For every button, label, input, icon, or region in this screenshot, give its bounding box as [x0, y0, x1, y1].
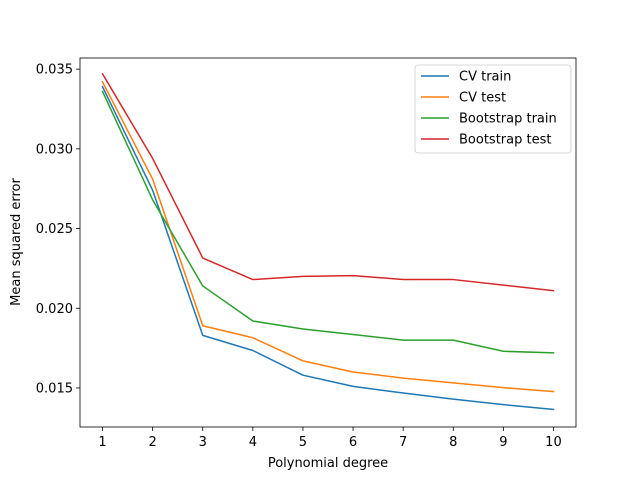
y-tick-label: 0.020	[36, 302, 73, 317]
x-axis-ticks: 1 2 3 4 5 6 7 8 9 10	[98, 427, 562, 450]
series-line-4	[101, 72, 555, 292]
x-tick-label: 2	[149, 435, 157, 450]
series-line-2	[101, 80, 555, 393]
legend-label: Bootstrap train	[459, 112, 557, 127]
series-line-3	[101, 90, 555, 354]
x-tick-label: 8	[449, 435, 457, 450]
x-tick-label: 1	[98, 435, 106, 450]
x-tick-label: 4	[249, 435, 257, 450]
x-tick-label: 5	[299, 435, 307, 450]
y-axis-label: Mean squared error	[9, 178, 24, 306]
y-tick-label: 0.015	[36, 381, 73, 396]
x-axis-label: Polynomial degree	[268, 456, 388, 471]
plot-area	[79, 57, 577, 428]
legend-box	[414, 64, 572, 154]
legend-label: CV train	[459, 70, 511, 85]
legend-label: Bootstrap test	[459, 133, 551, 148]
legend-label: CV test	[459, 91, 506, 106]
series-line-1	[101, 85, 555, 411]
x-tick-label: 3	[199, 435, 207, 450]
y-axis-ticks: 0.015 0.020 0.025 0.030 0.035	[36, 63, 80, 396]
y-tick-label: 0.035	[36, 63, 73, 78]
y-tick-label: 0.030	[36, 142, 73, 157]
axes-frame	[79, 57, 577, 428]
x-tick-label: 7	[399, 435, 407, 450]
x-tick-label: 6	[349, 435, 357, 450]
x-tick-label: 9	[499, 435, 507, 450]
legend: CV train CV test Bootstrap train Bootstrap …	[414, 64, 572, 154]
x-tick-label: 10	[545, 435, 562, 450]
y-tick-label: 0.025	[36, 222, 73, 237]
